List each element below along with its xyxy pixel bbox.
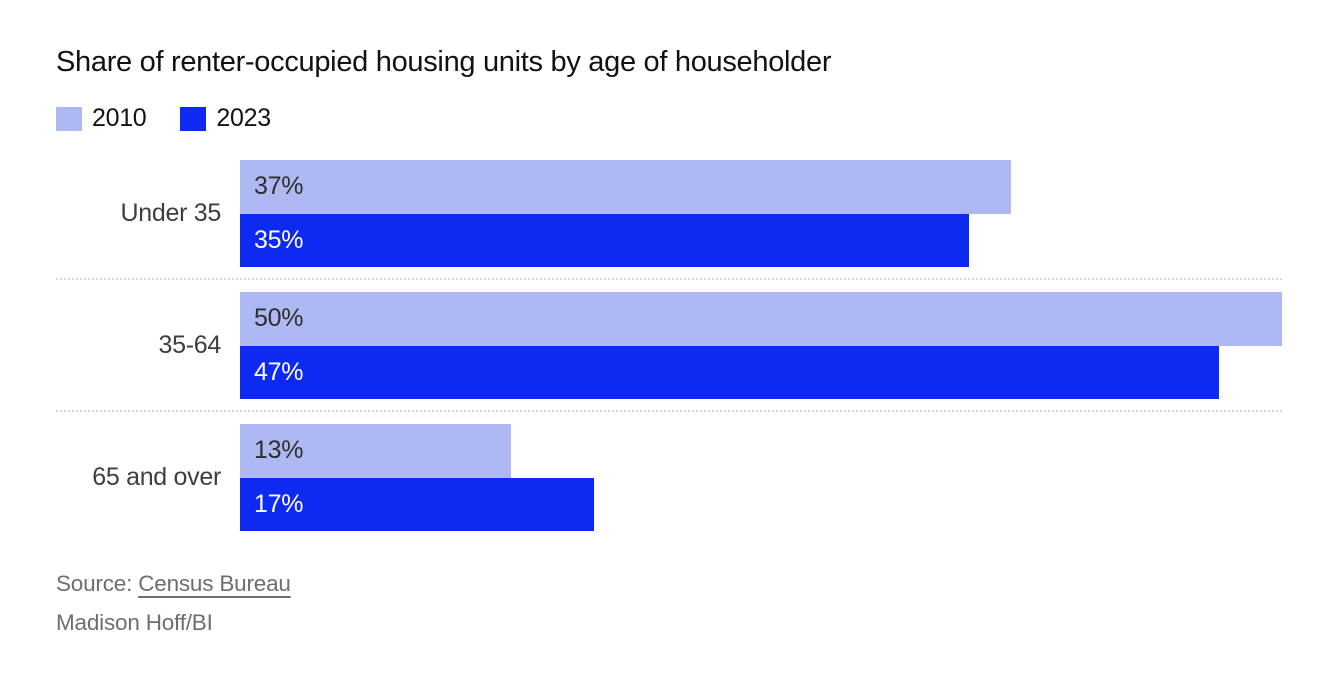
category-group-under-35: Under 35 37% 35% <box>56 160 1282 267</box>
legend: 2010 2023 <box>56 104 1282 133</box>
category-group-35-64: 35-64 50% 47% <box>56 292 1282 399</box>
legend-item-2010: 2010 <box>56 104 147 133</box>
bars-cell-65-and-over: 13% 17% <box>240 424 1282 531</box>
bar-value-label: 37% <box>254 172 304 201</box>
category-label-35-64: 35-64 <box>158 331 222 359</box>
source-link[interactable]: Census Bureau <box>138 571 291 596</box>
category-label-cell: 35-64 <box>56 292 240 399</box>
bar-value-label: 17% <box>254 489 304 518</box>
legend-swatch-2010 <box>56 106 82 131</box>
chart-footer: Source: Census Bureau Madison Hoff/BI <box>56 571 1282 636</box>
bar-value-label: 35% <box>254 225 304 254</box>
category-label-under-35: Under 35 <box>120 199 222 227</box>
group-separator <box>56 410 1282 412</box>
chart-title: Share of renter-occupied housing units b… <box>56 46 832 78</box>
bar-value-label: 50% <box>254 304 304 333</box>
source-prefix: Source: <box>56 571 139 596</box>
category-group-65-and-over: 65 and over 13% 17% <box>56 424 1282 531</box>
bar-2010-under-35: 37% <box>240 160 1012 214</box>
legend-label-2023: 2023 <box>216 104 271 132</box>
bar-value-label: 47% <box>254 357 304 386</box>
bars-cell-35-64: 50% 47% <box>240 292 1282 399</box>
credit-line: Madison Hoff/BI <box>56 610 213 635</box>
source-line: Source: Census Bureau <box>56 571 1282 597</box>
legend-item-2023: 2023 <box>180 104 271 133</box>
bar-2010-65-and-over: 13% <box>240 424 511 478</box>
category-label-65-and-over: 65 and over <box>92 463 221 491</box>
bar-2010-35-64: 50% <box>240 292 1282 346</box>
group-separator <box>56 278 1282 280</box>
legend-label-2010: 2010 <box>92 104 147 132</box>
bar-2023-35-64: 47% <box>240 345 1220 399</box>
bar-chart: Under 35 37% 35% 35-64 50% 47% <box>56 160 1282 531</box>
legend-swatch-2023 <box>180 106 207 131</box>
bar-2023-under-35: 35% <box>240 213 970 267</box>
bars-cell-under-35: 37% 35% <box>240 160 1282 267</box>
category-label-cell: 65 and over <box>56 424 240 531</box>
bar-value-label: 13% <box>254 436 304 465</box>
bar-2023-65-and-over: 17% <box>240 477 595 531</box>
category-label-cell: Under 35 <box>56 160 240 267</box>
